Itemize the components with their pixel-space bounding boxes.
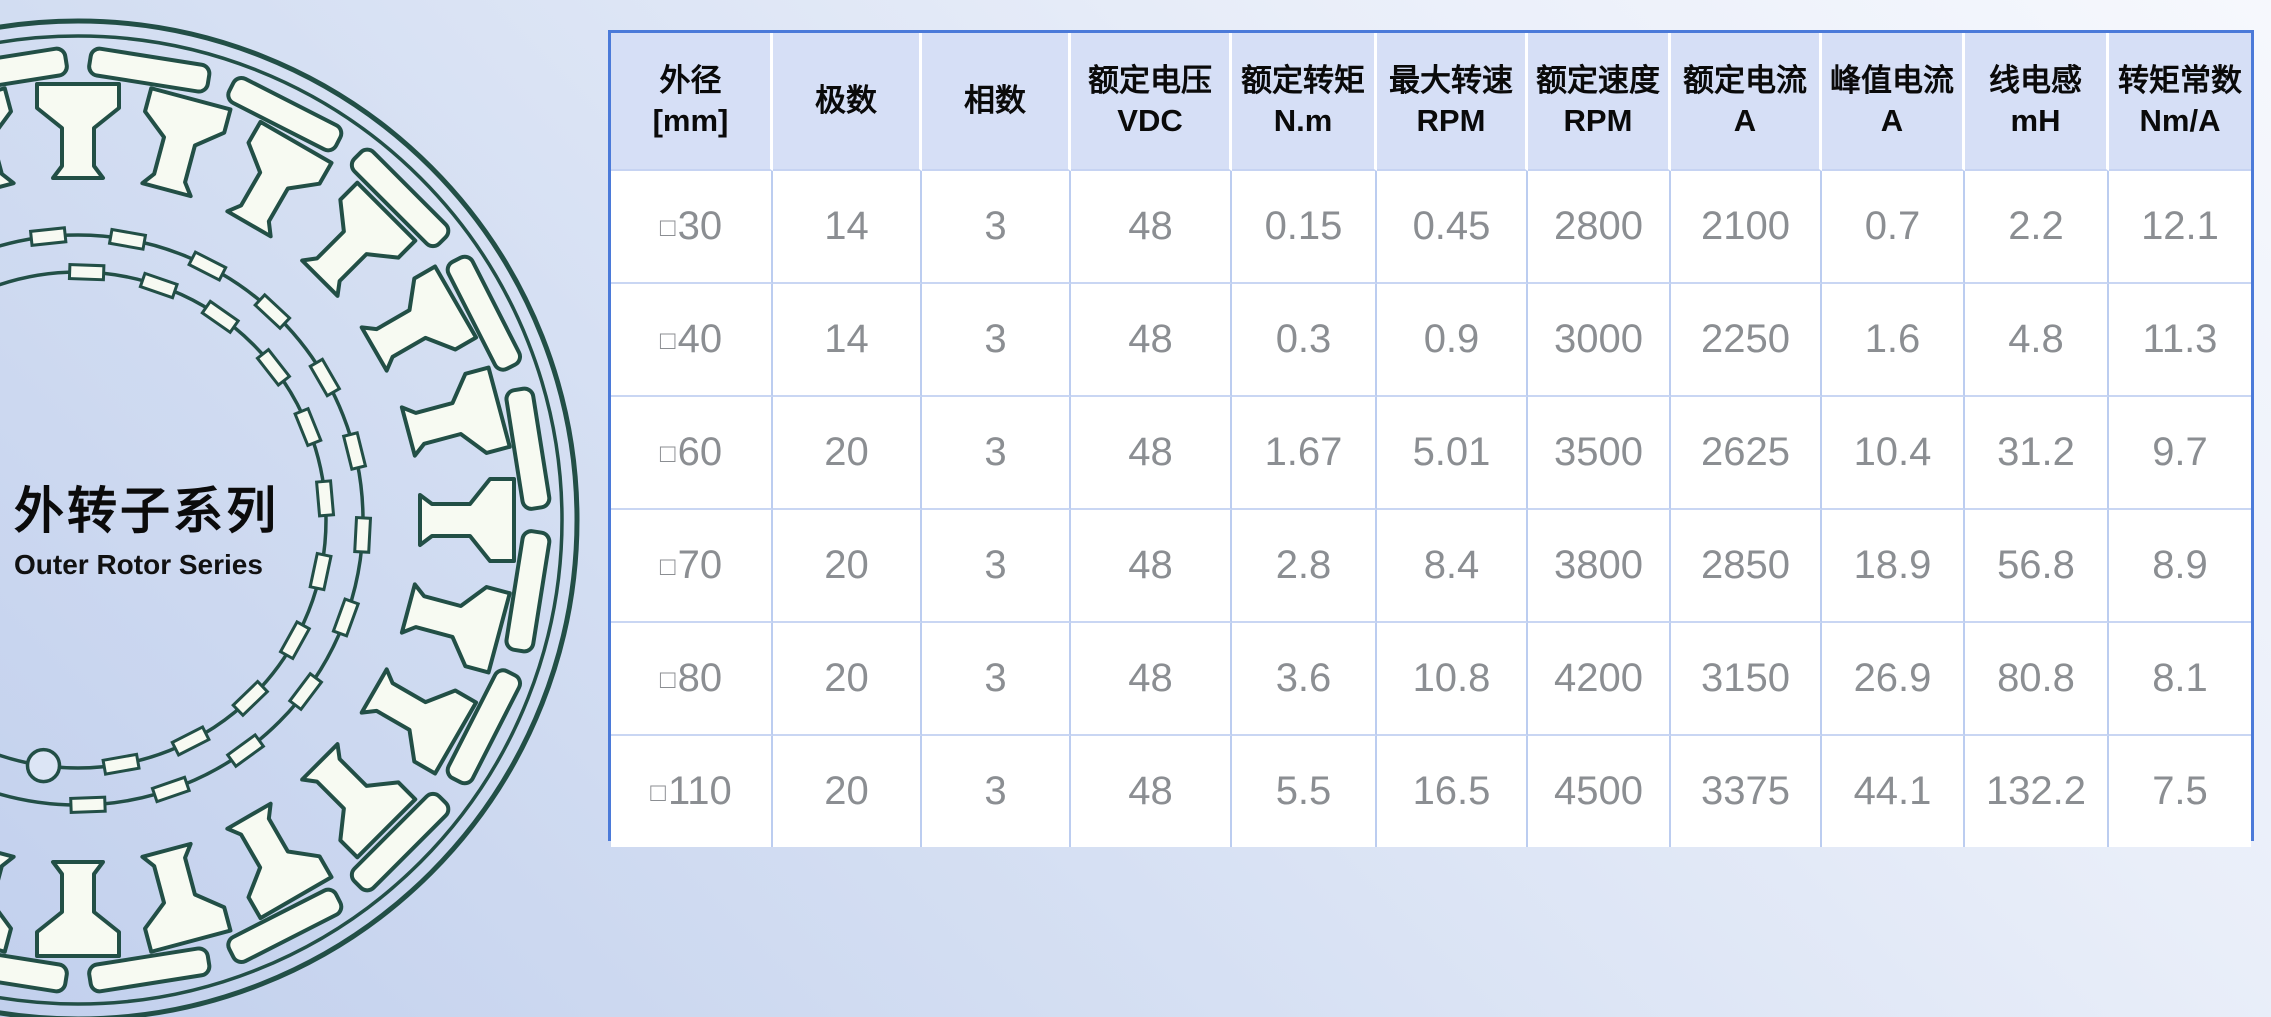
column-header: 额定转矩 N.m — [1232, 33, 1377, 171]
square-size-icon: □ — [659, 551, 676, 581]
column-header: 相数 — [922, 33, 1071, 171]
spec-cell: 2100 — [1671, 171, 1822, 284]
spec-cell: 7.5 — [2109, 736, 2251, 847]
spec-cell: 26.9 — [1822, 623, 1965, 736]
spec-cell: 80.8 — [1965, 623, 2109, 736]
spec-cell: 10.8 — [1377, 623, 1528, 736]
spec-cell: 0.15 — [1232, 171, 1377, 284]
spec-cell: 3500 — [1528, 397, 1671, 510]
column-header: 额定电流 A — [1671, 33, 1822, 171]
series-title-block: 外转子系列 Outer Rotor Series — [14, 484, 314, 581]
spec-cell: 48 — [1071, 736, 1232, 847]
spec-cell: □30 — [611, 171, 773, 284]
column-header: 最大转速 RPM — [1377, 33, 1528, 171]
spec-cell: 20 — [773, 397, 922, 510]
spec-cell: 20 — [773, 736, 922, 847]
spec-cell: 1.6 — [1822, 284, 1965, 397]
spec-cell: 20 — [773, 623, 922, 736]
spec-cell: □60 — [611, 397, 773, 510]
spec-cell: 3375 — [1671, 736, 1822, 847]
column-header: 峰值电流 A — [1822, 33, 1965, 171]
spec-cell: 3 — [922, 171, 1071, 284]
column-header: 线电感 mH — [1965, 33, 2109, 171]
spec-cell: 4200 — [1528, 623, 1671, 736]
header-row: 外径 [mm] 极数 相数 额定电压 VDC 额定转矩 N.m 最大转速 RPM 额定速度 … — [611, 33, 2251, 171]
spec-row: □110 20 3 48 5.5 16.5 4500 3375 44.1 132.2 7.5 — [611, 736, 2251, 847]
motor-spec-table: 外径 [mm] 极数 相数 额定电压 VDC 额定转矩 N.m 最大转速 RPM 额定速度 … — [611, 33, 2251, 847]
spec-cell: 16.5 — [1377, 736, 1528, 847]
spec-cell: 8.4 — [1377, 510, 1528, 623]
spec-cell: 0.3 — [1232, 284, 1377, 397]
spec-cell: 31.2 — [1965, 397, 2109, 510]
spec-cell: 12.1 — [2109, 171, 2251, 284]
spec-cell: 3000 — [1528, 284, 1671, 397]
spec-cell: 48 — [1071, 284, 1232, 397]
spec-cell: 3 — [922, 284, 1071, 397]
spec-cell: 3150 — [1671, 623, 1822, 736]
spec-cell: 3 — [922, 623, 1071, 736]
column-header: 极数 — [773, 33, 922, 171]
square-size-icon: □ — [650, 777, 666, 807]
spec-cell: 9.7 — [2109, 397, 2251, 510]
column-header: 额定速度 RPM — [1528, 33, 1671, 171]
spec-cell: 48 — [1071, 171, 1232, 284]
square-size-icon: □ — [659, 664, 676, 694]
spec-cell: 0.45 — [1377, 171, 1528, 284]
spec-cell: 3800 — [1528, 510, 1671, 623]
spec-cell: □80 — [611, 623, 773, 736]
square-size-icon: □ — [659, 212, 676, 242]
spec-row: □60 20 3 48 1.67 5.01 3500 2625 10.4 31.2 9.7 — [611, 397, 2251, 510]
spec-cell: 2.8 — [1232, 510, 1377, 623]
spec-cell: □70 — [611, 510, 773, 623]
spec-cell: 2250 — [1671, 284, 1822, 397]
spec-cell: 4.8 — [1965, 284, 2109, 397]
spec-cell: □110 — [611, 736, 773, 847]
spec-cell: 11.3 — [2109, 284, 2251, 397]
spec-cell: 48 — [1071, 510, 1232, 623]
spec-cell: 3 — [922, 736, 1071, 847]
spec-cell: 2625 — [1671, 397, 1822, 510]
spec-cell: 5.01 — [1377, 397, 1528, 510]
spec-cell: 44.1 — [1822, 736, 1965, 847]
spec-cell: 3 — [922, 397, 1071, 510]
spec-cell: 8.9 — [2109, 510, 2251, 623]
spec-cell: 132.2 — [1965, 736, 2109, 847]
column-header: 外径 [mm] — [611, 33, 773, 171]
spec-cell: 18.9 — [1822, 510, 1965, 623]
spec-table-frame: 外径 [mm] 极数 相数 额定电压 VDC 额定转矩 N.m 最大转速 RPM 额定速度 … — [608, 30, 2254, 847]
square-size-icon: □ — [659, 438, 676, 468]
spec-cell: 2850 — [1671, 510, 1822, 623]
spec-cell: 3.6 — [1232, 623, 1377, 736]
square-size-icon: □ — [659, 325, 676, 355]
spec-row: □30 14 3 48 0.15 0.45 2800 2100 0.7 2.2 12.1 — [611, 171, 2251, 284]
spec-cell: 14 — [773, 171, 922, 284]
spec-cell: □40 — [611, 284, 773, 397]
spec-row: □70 20 3 48 2.8 8.4 3800 2850 18.9 56.8 8.9 — [611, 510, 2251, 623]
spec-cell: 3 — [922, 510, 1071, 623]
spec-cell: 0.9 — [1377, 284, 1528, 397]
spec-row: □40 14 3 48 0.3 0.9 3000 2250 1.6 4.8 11.3 — [611, 284, 2251, 397]
column-header: 额定电压 VDC — [1071, 33, 1232, 171]
spec-cell: 10.4 — [1822, 397, 1965, 510]
spec-cell: 0.7 — [1822, 171, 1965, 284]
spec-cell: 8.1 — [2109, 623, 2251, 736]
spec-cell: 2.2 — [1965, 171, 2109, 284]
column-header: 转矩常数 Nm/A — [2109, 33, 2251, 171]
series-title-english: Outer Rotor Series — [14, 549, 263, 580]
spec-cell: 1.67 — [1232, 397, 1377, 510]
series-title-chinese: 外转子系列 — [14, 483, 279, 539]
spec-cell: 14 — [773, 284, 922, 397]
spec-cell: 20 — [773, 510, 922, 623]
spec-cell: 4500 — [1528, 736, 1671, 847]
spec-cell: 48 — [1071, 623, 1232, 736]
spec-row: □80 20 3 48 3.6 10.8 4200 3150 26.9 80.8 8.1 — [611, 623, 2251, 736]
spec-cell: 56.8 — [1965, 510, 2109, 623]
spec-cell: 2800 — [1528, 171, 1671, 284]
outer-rotor-cross-section-illustration — [0, 18, 580, 1017]
spec-cell: 48 — [1071, 397, 1232, 510]
spec-cell: 5.5 — [1232, 736, 1377, 847]
